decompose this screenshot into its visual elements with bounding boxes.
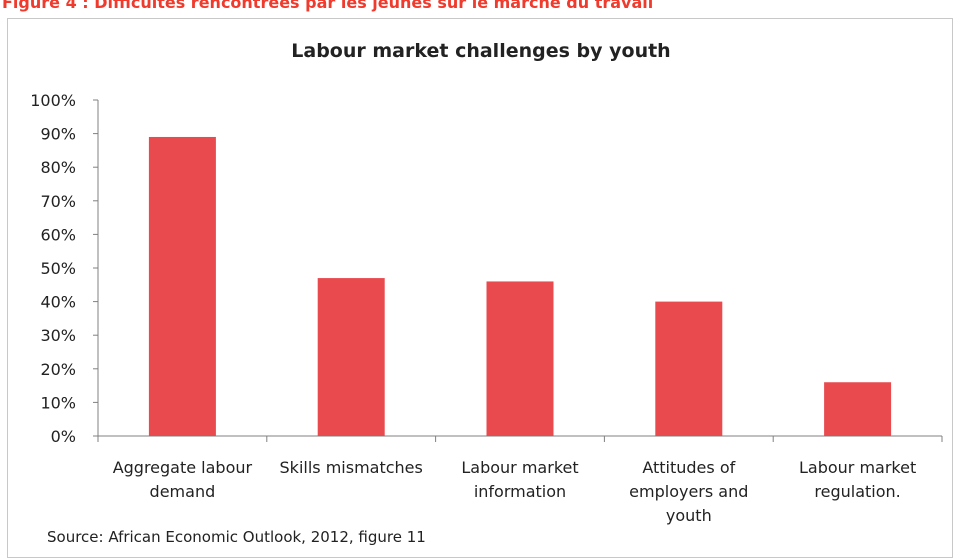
y-tick-label: 90% bbox=[40, 125, 76, 144]
y-tick-label: 10% bbox=[40, 393, 76, 412]
y-tick-label: 100% bbox=[30, 91, 76, 110]
y-tick-label: 70% bbox=[40, 192, 76, 211]
source-note: Source: African Economic Outlook, 2012, … bbox=[47, 528, 426, 546]
bar bbox=[317, 278, 385, 436]
y-tick-label: 40% bbox=[40, 293, 76, 312]
bar bbox=[486, 281, 554, 436]
y-tick-label: 60% bbox=[40, 225, 76, 244]
y-tick-label: 80% bbox=[40, 158, 76, 177]
category-label: Labour market information bbox=[461, 458, 579, 501]
category-label: Skills mismatches bbox=[279, 458, 423, 477]
chart-title: Labour market challenges by youth bbox=[291, 40, 671, 62]
figure-caption: Figure 4 : Difficultés rencontrées par l… bbox=[2, 0, 654, 12]
y-tick-label: 20% bbox=[40, 360, 76, 379]
y-tick-label: 0% bbox=[51, 427, 76, 446]
bar bbox=[655, 301, 723, 436]
category-label: Aggregate labour demand bbox=[112, 458, 253, 501]
bar bbox=[148, 136, 216, 436]
category-label: Attitudes of employers and youth bbox=[629, 458, 749, 525]
y-tick-label: 30% bbox=[40, 326, 76, 345]
bar bbox=[824, 382, 892, 436]
y-tick-label: 50% bbox=[40, 259, 76, 278]
bar-chart: 0% 10% 20% 30% 40% 50% 60% 70% 80% 90% 100% bbox=[30, 91, 943, 446]
category-label: Labour market regulation. bbox=[798, 458, 917, 501]
